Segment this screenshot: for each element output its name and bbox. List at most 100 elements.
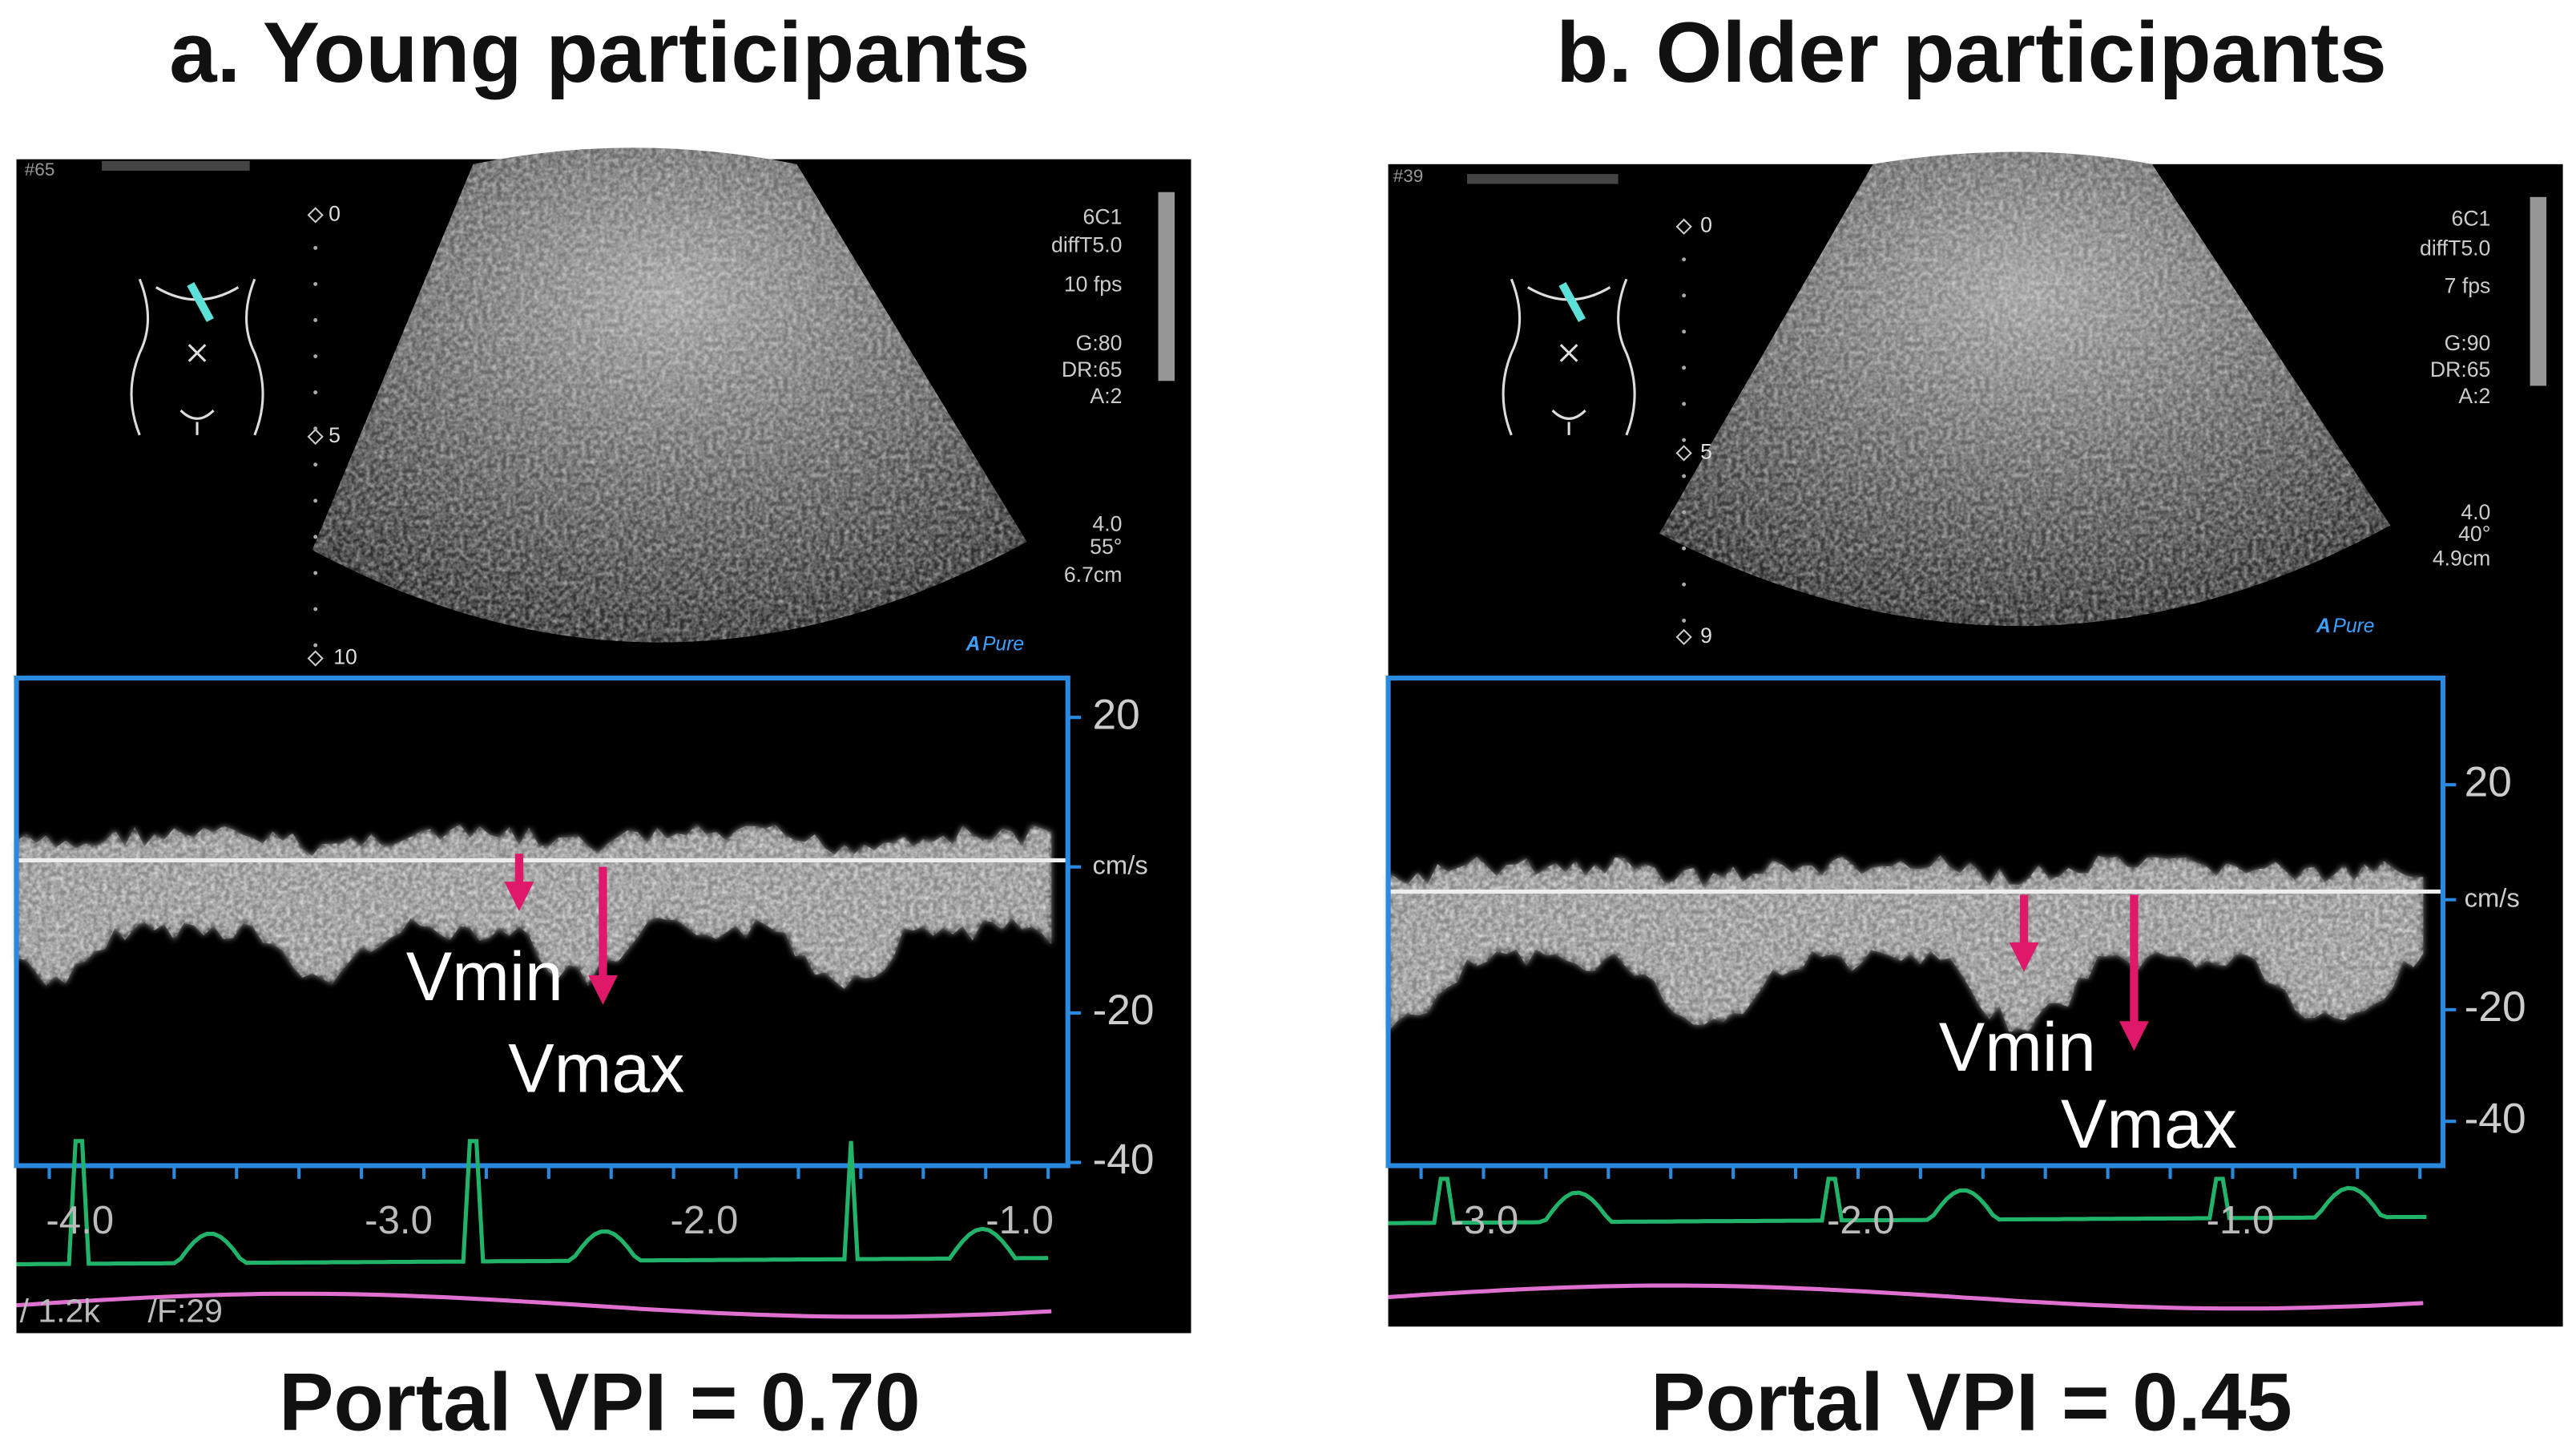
- vmin-arrow-head: [504, 882, 534, 911]
- depth-diamond: [307, 428, 324, 446]
- velocity-scale: 20: [2465, 758, 2512, 805]
- depth-diamond: [307, 650, 324, 667]
- vmax-arrow-head: [588, 975, 618, 1005]
- scanner-setting: 6C1: [2452, 207, 2491, 231]
- depth-dot: [313, 607, 318, 611]
- scanner-setting: diffT5.0: [1051, 232, 1122, 256]
- depth-dot: [1682, 365, 1687, 370]
- frame-number: #39: [1393, 166, 1424, 186]
- ultrasound-speckle: [312, 147, 1027, 643]
- depth-diamond: [307, 207, 324, 224]
- vmin-label: Vmin: [1939, 1009, 2096, 1086]
- brand: Pure: [2333, 616, 2375, 637]
- depth-dot: [1682, 329, 1687, 334]
- velocity-scale: -40: [2465, 1095, 2526, 1142]
- depth-dot: [313, 354, 318, 359]
- depth-dot: [313, 245, 318, 250]
- brand-mark: A: [2316, 616, 2331, 637]
- doppler-speckle: [1388, 855, 2424, 1033]
- scanner-setting: 4.0: [2461, 500, 2490, 524]
- brand-mark: A: [965, 634, 981, 656]
- time-mark: -2.0: [1827, 1198, 1895, 1242]
- scanner-setting: 6C1: [1083, 205, 1123, 229]
- scanner-setting: DR:65: [1062, 357, 1123, 381]
- time-mark: -1.0: [986, 1198, 1054, 1242]
- gray-bar: [2530, 196, 2547, 386]
- result-label: Portal VPI = 0.70: [279, 1356, 921, 1448]
- depth-dot: [313, 426, 318, 431]
- depth-dot: [1682, 293, 1687, 298]
- ecg-trace: [1388, 1177, 2427, 1225]
- depth-dot: [1682, 510, 1687, 515]
- depth-diamond: [1675, 218, 1692, 235]
- doppler-frame: [1385, 675, 2445, 1168]
- panel-title: b. Older participants: [1556, 5, 2387, 100]
- body-icon: [1502, 278, 1636, 436]
- doppler-frame: [14, 675, 1070, 1168]
- depth-dot: [1682, 582, 1687, 587]
- doppler-setting: /F:29: [148, 1293, 223, 1330]
- scanner-setting: 40°: [2458, 522, 2490, 546]
- depth-mark: 0: [329, 201, 341, 225]
- panel-title: a. Young participants: [169, 5, 1030, 100]
- scanner-setting: 6.7cm: [1064, 563, 1123, 587]
- gray-bar: [1158, 192, 1175, 381]
- depth-dot: [313, 643, 318, 648]
- vmax-arrow-head: [2118, 1021, 2149, 1051]
- doppler-setting: / 1.2k: [20, 1293, 101, 1330]
- depth-mark: 5: [1700, 439, 1712, 463]
- depth-mark: 9: [1700, 624, 1712, 648]
- velocity-scale: -20: [2465, 983, 2526, 1031]
- depth-dot: [1682, 546, 1687, 551]
- scanner-setting: DR:65: [2430, 357, 2491, 381]
- depth-dot: [313, 281, 318, 286]
- depth-dot: [1682, 474, 1687, 478]
- depth-dot: [313, 498, 318, 503]
- depth-dot: [1682, 618, 1687, 623]
- scanner-setting: 4.0: [1092, 512, 1122, 536]
- scanner-setting: G:90: [2445, 331, 2491, 355]
- scanner-setting: 7 fps: [2445, 274, 2491, 298]
- time-mark: -3.0: [1450, 1198, 1518, 1242]
- depth-diamond: [1675, 628, 1692, 645]
- frame-number: #65: [25, 159, 55, 180]
- vmax-label: Vmax: [508, 1031, 684, 1108]
- resp-trace: [16, 1291, 1052, 1319]
- body-icon: [130, 278, 264, 436]
- depth-mark: 0: [1700, 213, 1712, 237]
- velocity-scale: -20: [1093, 987, 1155, 1034]
- ecg-trace: [16, 1139, 1049, 1266]
- probe-icon: [1558, 281, 1586, 322]
- vmax-label: Vmax: [2061, 1086, 2237, 1163]
- depth-diamond: [1675, 445, 1692, 462]
- depth-dot: [313, 535, 318, 539]
- scanner-setting: G:80: [1076, 331, 1123, 355]
- probe-icon: [187, 281, 214, 322]
- depth-dot: [313, 390, 318, 395]
- depth-dot: [1682, 257, 1687, 262]
- vmin-label: Vmin: [406, 938, 563, 1015]
- resp-trace: [1388, 1283, 2424, 1311]
- scanner-setting: 10 fps: [1064, 272, 1123, 296]
- depth-mark: 5: [329, 423, 341, 447]
- velocity-scale: -40: [1093, 1136, 1155, 1183]
- ultrasound-speckle: [1659, 151, 2391, 627]
- doppler-speckle: [16, 824, 1052, 990]
- time-mark: -3.0: [365, 1198, 433, 1242]
- time-mark: -2.0: [671, 1198, 739, 1242]
- depth-dot: [1682, 438, 1687, 442]
- depth-dot: [313, 571, 318, 575]
- time-mark: -4.0: [46, 1198, 114, 1242]
- depth-mark: 10: [333, 645, 357, 669]
- depth-dot: [313, 462, 318, 467]
- scanner-setting: 4.9cm: [2433, 547, 2491, 571]
- velocity-scale: cm/s: [1093, 850, 1148, 879]
- velocity-scale: 20: [1093, 691, 1140, 738]
- depth-dot: [1682, 402, 1687, 406]
- velocity-scale: cm/s: [2465, 882, 2520, 912]
- depth-dot: [313, 318, 318, 322]
- scanner-setting: A:2: [2458, 384, 2490, 408]
- scanner-setting: 55°: [1090, 535, 1122, 559]
